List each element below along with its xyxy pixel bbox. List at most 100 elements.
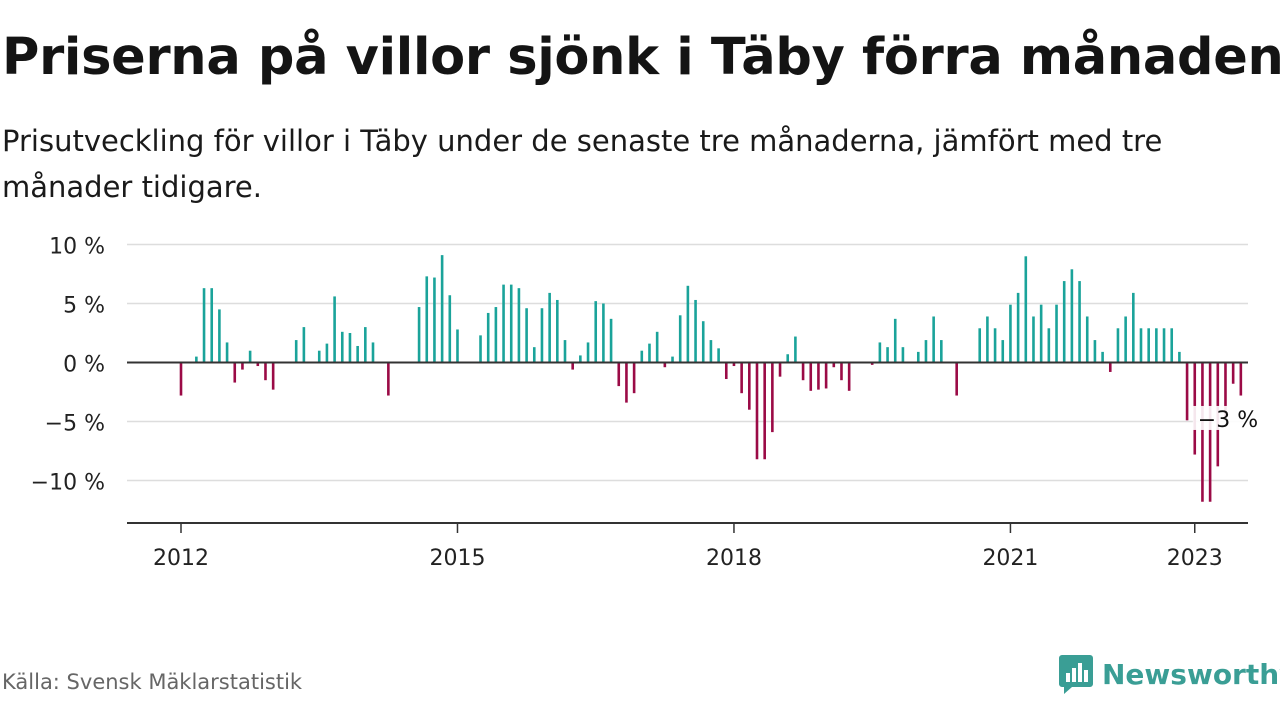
y-tick-label: −10 % (31, 471, 105, 496)
bar (701, 321, 705, 363)
bar (617, 362, 621, 387)
bar (778, 362, 782, 377)
bar (1024, 256, 1028, 363)
chart-title: Priserna på villor sjönk i Täby förra må… (2, 28, 1280, 87)
bar (1155, 328, 1158, 363)
bar (878, 342, 882, 363)
bar (563, 340, 567, 363)
bar (317, 350, 321, 363)
bar (1085, 316, 1089, 363)
bar (648, 343, 651, 363)
bar (901, 347, 905, 363)
bar (356, 345, 359, 363)
bar (1124, 316, 1127, 363)
bar (740, 362, 743, 394)
bar (218, 309, 221, 363)
bar (448, 295, 452, 363)
bar (986, 316, 989, 363)
y-tick-label: 5 % (63, 294, 105, 319)
source-note: Källa: Svensk Mäklarstatistik (2, 670, 303, 694)
bar (794, 336, 797, 363)
bar (955, 362, 958, 396)
bar (233, 362, 237, 383)
bar (1101, 351, 1104, 363)
bar (494, 307, 498, 363)
x-axis-ticks: 2012 2015 2018 2021 2023 (153, 523, 1223, 571)
x-tick-label: 2015 (429, 546, 485, 571)
bar (294, 340, 298, 363)
bar (264, 362, 267, 381)
bar (532, 347, 536, 363)
bar (678, 315, 682, 363)
newsworthy-logo-icon (1059, 655, 1093, 694)
bar (1039, 304, 1043, 363)
bar-chart: 10 % 5 % 0 % −5 % −10 % 2012 2015 2018 2021 2023… (31, 235, 1258, 572)
bar (694, 299, 697, 363)
annotation-label: −3 % (1198, 408, 1258, 433)
bar (870, 362, 874, 365)
bar (340, 331, 344, 363)
bar (571, 362, 574, 370)
bar (1170, 328, 1174, 363)
bar (1147, 328, 1150, 363)
bar (1001, 340, 1005, 363)
bar (840, 362, 843, 381)
bar (625, 362, 628, 403)
bar (801, 362, 805, 381)
bar (1139, 328, 1143, 363)
x-tick-label: 2021 (982, 546, 1038, 571)
bar (709, 340, 713, 363)
bar (1116, 328, 1120, 363)
bar (302, 327, 306, 363)
bar (417, 307, 421, 363)
bar (1178, 351, 1181, 363)
axes (127, 361, 1248, 524)
bar (1009, 304, 1012, 363)
bar (932, 316, 935, 363)
bar (717, 348, 720, 363)
annotation: −3 % (1192, 405, 1258, 433)
bar (486, 312, 490, 363)
bar (924, 340, 928, 363)
bar (202, 288, 206, 363)
bar (425, 276, 429, 363)
bar (763, 362, 766, 460)
y-tick-label: −5 % (45, 412, 105, 437)
bar (387, 362, 390, 396)
x-tick-label: 2023 (1167, 546, 1223, 571)
bar (671, 356, 674, 363)
bar (225, 342, 229, 363)
y-tick-label: 0 % (63, 353, 105, 378)
bar (1224, 362, 1227, 417)
gridlines (127, 243, 1248, 482)
bar (479, 335, 482, 363)
bar (540, 308, 544, 363)
bar (433, 277, 436, 363)
bar (348, 333, 352, 363)
bar (978, 328, 982, 363)
bar (1016, 292, 1020, 363)
bar (325, 343, 329, 363)
brand-logo[interactable]: Newsworthy (1058, 652, 1280, 696)
bar (724, 362, 728, 380)
bar (1239, 362, 1243, 396)
x-tick-label: 2012 (153, 546, 209, 571)
bar (594, 301, 598, 363)
bar (440, 255, 444, 363)
bar (256, 362, 260, 367)
bar (586, 342, 590, 363)
bar (632, 362, 636, 394)
bar (602, 303, 605, 363)
bar (1047, 328, 1051, 363)
bar (1055, 304, 1058, 363)
bar (817, 362, 820, 390)
x-tick-label: 2018 (706, 546, 762, 571)
bar (1032, 316, 1035, 363)
bar (916, 351, 920, 363)
bar (1231, 362, 1235, 384)
bar (371, 342, 375, 363)
bar (686, 285, 690, 363)
bar (502, 284, 505, 363)
chart-subtitle: Prisutveckling för villor i Täby under d… (2, 124, 1163, 204)
bar (655, 331, 659, 363)
